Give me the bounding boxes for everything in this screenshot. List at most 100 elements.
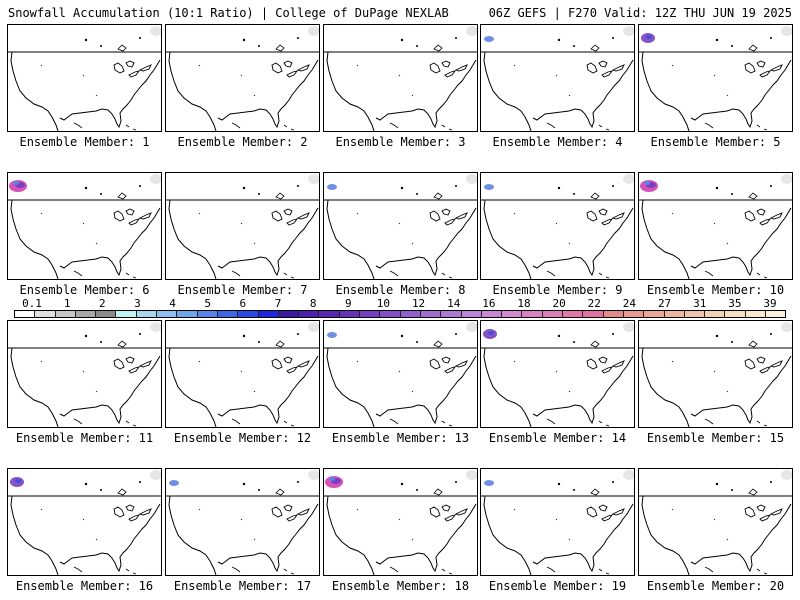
colorbar-tick-label: 20 [552,297,566,310]
ensemble-member-label: Ensemble Member: 17 [173,579,312,593]
colorbar-swatch [725,311,746,317]
colorbar-swatch [258,311,279,317]
map-outline [481,174,634,279]
colorbar-swatch [522,311,543,317]
map-outline [639,26,792,131]
colorbar-swatch [603,311,624,317]
colorbar-tick-label: 0.1 [22,297,42,310]
colorbar-tick-label: 10 [376,297,391,310]
ensemble-member-label: Ensemble Member: 4 [492,135,623,149]
ensemble-member-label: Ensemble Member: 15 [646,431,785,445]
colorbar-swatch [502,311,523,317]
colorbar-tick-label: 18 [517,297,531,310]
map-outline [639,174,792,279]
ensemble-member-map [7,320,162,428]
colorbar-tick-label: 4 [169,297,176,310]
colorbar-tick-label: 12 [411,297,426,310]
colorbar-swatch [441,311,462,317]
ensemble-member-map [165,24,320,132]
colorbar-swatch [177,311,198,317]
map-outline [639,470,792,575]
ensemble-member-label: Ensemble Member: 9 [492,283,623,297]
ensemble-member-label: Ensemble Member: 6 [19,283,150,297]
ensemble-member-map [480,468,635,576]
colorbar-swatch [542,311,564,317]
colorbar-tick-label: 27 [657,297,672,310]
map-outline [8,322,161,427]
ensemble-member-map [7,172,162,280]
colorbar-swatch [15,311,36,317]
ensemble-member-label: Ensemble Member: 14 [488,431,627,445]
colorbar-tick-label: 5 [204,297,212,310]
ensemble-member-label: Ensemble Member: 12 [173,431,312,445]
colorbar-tick-label: 3 [134,297,141,310]
colorbar-tick-label: 8 [309,297,317,310]
colorbar-swatch [745,311,766,317]
ensemble-member-map [638,320,793,428]
ensemble-member-label: Ensemble Member: 11 [15,431,154,445]
map-outline [8,26,161,131]
ensemble-member-label: Ensemble Member: 16 [15,579,154,593]
colorbar-swatch [35,311,56,317]
ensemble-member-map [165,320,320,428]
colorbar-swatch [644,311,665,317]
colorbar-tick-label: 14 [447,297,461,310]
colorbar-swatch [583,311,604,317]
colorbar-tick-label: 6 [239,297,247,310]
colorbar-swatch [278,311,300,317]
ensemble-member-label: Ensemble Member: 20 [646,579,785,593]
ensemble-member-label: Ensemble Member: 19 [488,579,627,593]
map-outline [8,470,161,575]
colorbar-swatch [623,311,645,317]
ensemble-member-label: Ensemble Member: 10 [646,283,785,297]
ensemble-member-label: Ensemble Member: 18 [331,579,470,593]
colorbar-swatch [55,311,76,317]
ensemble-member-map [323,24,478,132]
map-outline [324,26,477,131]
colorbar-swatch [157,311,178,317]
colorbar-swatch [238,311,259,317]
colorbar-swatch [481,311,503,317]
ensemble-member-map [7,468,162,576]
map-outline [324,470,477,575]
colorbar-swatch [705,311,726,317]
map-outline [324,174,477,279]
ensemble-member-label: Ensemble Member: 13 [331,431,470,445]
ensemble-member-map [165,172,320,280]
colorbar-swatch [217,311,239,317]
ensemble-member-map [638,468,793,576]
colorbar-tick-label: 16 [482,297,496,310]
map-outline [166,174,319,279]
ensemble-member-map [323,320,478,428]
colorbar-swatch [400,311,421,317]
ensemble-member-map [323,172,478,280]
colorbar-tick-label: 22 [587,297,601,310]
colorbar-tick-label: 7 [274,297,282,310]
ensemble-member-map [323,468,478,576]
colorbar-tick-label: 35 [728,297,742,310]
colorbar-swatch [563,311,584,317]
colorbar-swatch [360,311,381,317]
colorbar-tick-label: 1 [63,297,71,310]
colorbar-swatch [319,311,340,317]
ensemble-member-map [480,24,635,132]
ensemble-member-label: Ensemble Member: 2 [177,135,308,149]
colorbar-swatch [664,311,685,317]
colorbar-tick-label: 24 [622,297,637,310]
run-valid-time: 06Z GEFS | F270 Valid: 12Z THU JUN 19 20… [488,6,792,20]
snowfall-colorbar [14,310,786,318]
colorbar-swatch [299,311,320,317]
colorbar-tick-label: 2 [98,297,106,310]
map-outline [166,470,319,575]
ensemble-member-label: Ensemble Member: 8 [335,283,466,297]
ensemble-member-map [638,24,793,132]
map-outline [8,174,161,279]
colorbar-tick-label: 9 [344,297,352,310]
colorbar-swatch [380,311,401,317]
map-outline [481,470,634,575]
colorbar-swatch [765,311,786,317]
ensemble-member-map [165,468,320,576]
map-outline [166,26,319,131]
colorbar-tick-label: 31 [693,297,707,310]
ensemble-member-map [480,320,635,428]
